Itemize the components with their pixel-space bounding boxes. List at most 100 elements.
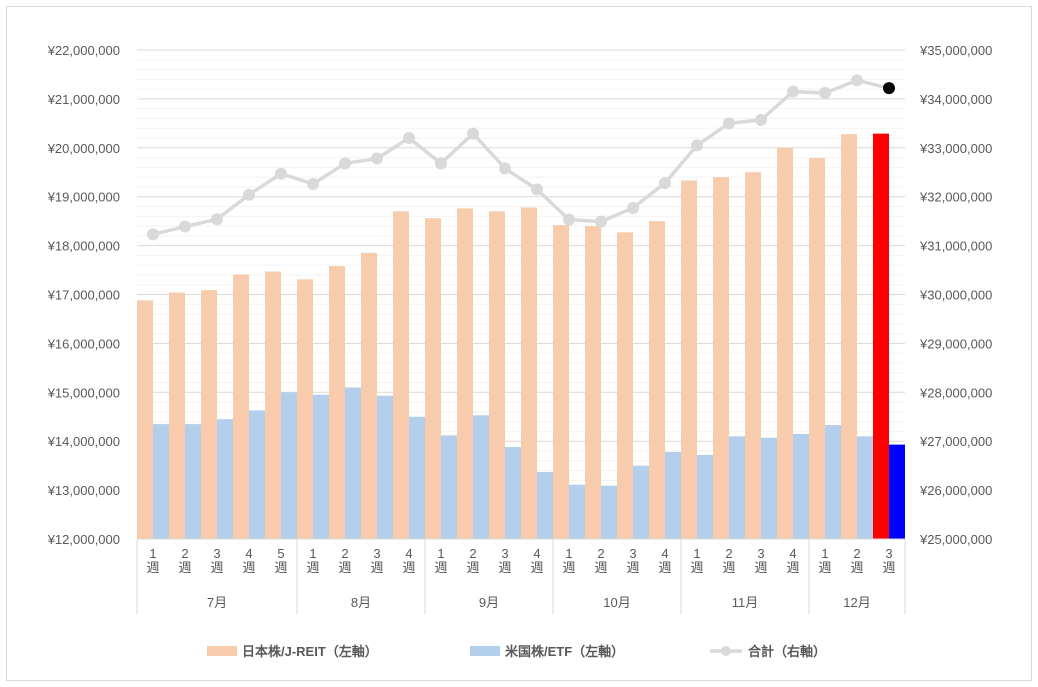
bar-japan-stock bbox=[649, 221, 665, 539]
legend-marker-total bbox=[721, 646, 731, 656]
left-axis-tick-label: ¥20,000,000 bbox=[47, 141, 120, 156]
bar-japan-stock bbox=[265, 271, 281, 539]
week-label-char: 週 bbox=[626, 560, 639, 575]
total-point bbox=[499, 162, 511, 175]
bar-japan-stock bbox=[233, 274, 249, 539]
right-axis-tick-label: ¥25,000,000 bbox=[919, 532, 992, 547]
bar-us-stock bbox=[505, 447, 521, 539]
week-label-char: 週 bbox=[338, 560, 351, 575]
legend-swatch-us-stock bbox=[470, 646, 500, 656]
right-axis-tick-label: ¥35,000,000 bbox=[919, 43, 992, 58]
week-label-char: 週 bbox=[210, 560, 223, 575]
week-label-char: 週 bbox=[562, 560, 575, 575]
bar-us-stock bbox=[441, 435, 457, 539]
total-point bbox=[531, 183, 543, 196]
bar-japan-stock bbox=[361, 252, 377, 539]
week-label-char: 週 bbox=[754, 560, 767, 575]
total-point bbox=[147, 228, 159, 241]
bar-us-stock bbox=[473, 415, 489, 539]
bar-japan-stock bbox=[169, 292, 185, 539]
bar-japan-stock bbox=[297, 279, 313, 539]
week-label-char: 1 bbox=[149, 546, 156, 561]
week-label-char: 週 bbox=[850, 560, 863, 575]
right-axis-tick-label: ¥33,000,000 bbox=[919, 141, 992, 156]
bar-japan-stock bbox=[457, 208, 473, 539]
week-label-char: 週 bbox=[146, 560, 159, 575]
week-label-char: 3 bbox=[213, 546, 220, 561]
bar-us-stock bbox=[569, 484, 585, 539]
total-point bbox=[691, 139, 703, 152]
week-label-char: 4 bbox=[245, 546, 252, 561]
week-label-char: 週 bbox=[306, 560, 319, 575]
total-point bbox=[179, 220, 191, 233]
week-label-char: 3 bbox=[501, 546, 508, 561]
bar-japan-stock bbox=[425, 218, 441, 539]
week-label-char: 1 bbox=[693, 546, 700, 561]
bar-japan-stock bbox=[489, 211, 505, 539]
week-label-char: 2 bbox=[853, 546, 860, 561]
week-label-char: 1 bbox=[309, 546, 316, 561]
bar-us-stock bbox=[793, 433, 809, 539]
left-axis-tick-label: ¥13,000,000 bbox=[47, 483, 120, 498]
week-label-char: 2 bbox=[181, 546, 188, 561]
bar-us-stock bbox=[153, 424, 169, 539]
total-point bbox=[627, 201, 639, 214]
week-label-char: 4 bbox=[533, 546, 540, 561]
bar-us-stock bbox=[345, 387, 361, 539]
week-label-char: 1 bbox=[821, 546, 828, 561]
bar-us-stock bbox=[409, 416, 425, 539]
legend-label-japan-stock: 日本株/J-REIT（左軸） bbox=[242, 644, 378, 659]
bar-japan-stock bbox=[713, 177, 729, 539]
bar-japan-stock bbox=[553, 225, 569, 539]
week-label-char: 1 bbox=[437, 546, 444, 561]
week-label-char: 週 bbox=[466, 560, 479, 575]
total-point bbox=[339, 157, 351, 170]
week-label-char: 週 bbox=[370, 560, 383, 575]
week-label-char: 週 bbox=[498, 560, 511, 575]
total-point bbox=[275, 167, 287, 180]
left-axis-tick-label: ¥21,000,000 bbox=[47, 92, 120, 107]
bar-us-stock bbox=[281, 392, 297, 539]
bar-us-stock bbox=[217, 419, 233, 539]
bar-japan-stock bbox=[745, 172, 761, 539]
week-label-char: 週 bbox=[530, 560, 543, 575]
total-point bbox=[371, 152, 383, 165]
week-label-char: 週 bbox=[786, 560, 799, 575]
week-label-char: 週 bbox=[274, 560, 287, 575]
week-label-char: 週 bbox=[178, 560, 191, 575]
bar-us-stock bbox=[537, 472, 553, 539]
bar-us-stock bbox=[185, 424, 201, 539]
total-point bbox=[243, 188, 255, 201]
week-label-char: 2 bbox=[341, 546, 348, 561]
total-point bbox=[883, 82, 895, 95]
left-axis-tick-label: ¥14,000,000 bbox=[47, 434, 120, 449]
week-label-char: 週 bbox=[722, 560, 735, 575]
bar-japan-stock bbox=[201, 290, 217, 539]
total-point bbox=[211, 213, 223, 226]
bar-japan-stock bbox=[617, 232, 633, 539]
legend-label-total: 合計（右軸） bbox=[748, 644, 826, 659]
total-point bbox=[403, 132, 415, 145]
week-label-char: 4 bbox=[789, 546, 796, 561]
month-label: 9月 bbox=[479, 595, 499, 610]
left-axis-tick-label: ¥22,000,000 bbox=[47, 43, 120, 58]
bar-japan-stock bbox=[809, 158, 825, 539]
month-label: 11月 bbox=[732, 595, 759, 610]
right-axis-tick-label: ¥29,000,000 bbox=[919, 336, 992, 351]
right-axis-tick-label: ¥34,000,000 bbox=[919, 92, 992, 107]
bar-us-stock bbox=[665, 451, 681, 539]
total-point bbox=[755, 113, 767, 126]
